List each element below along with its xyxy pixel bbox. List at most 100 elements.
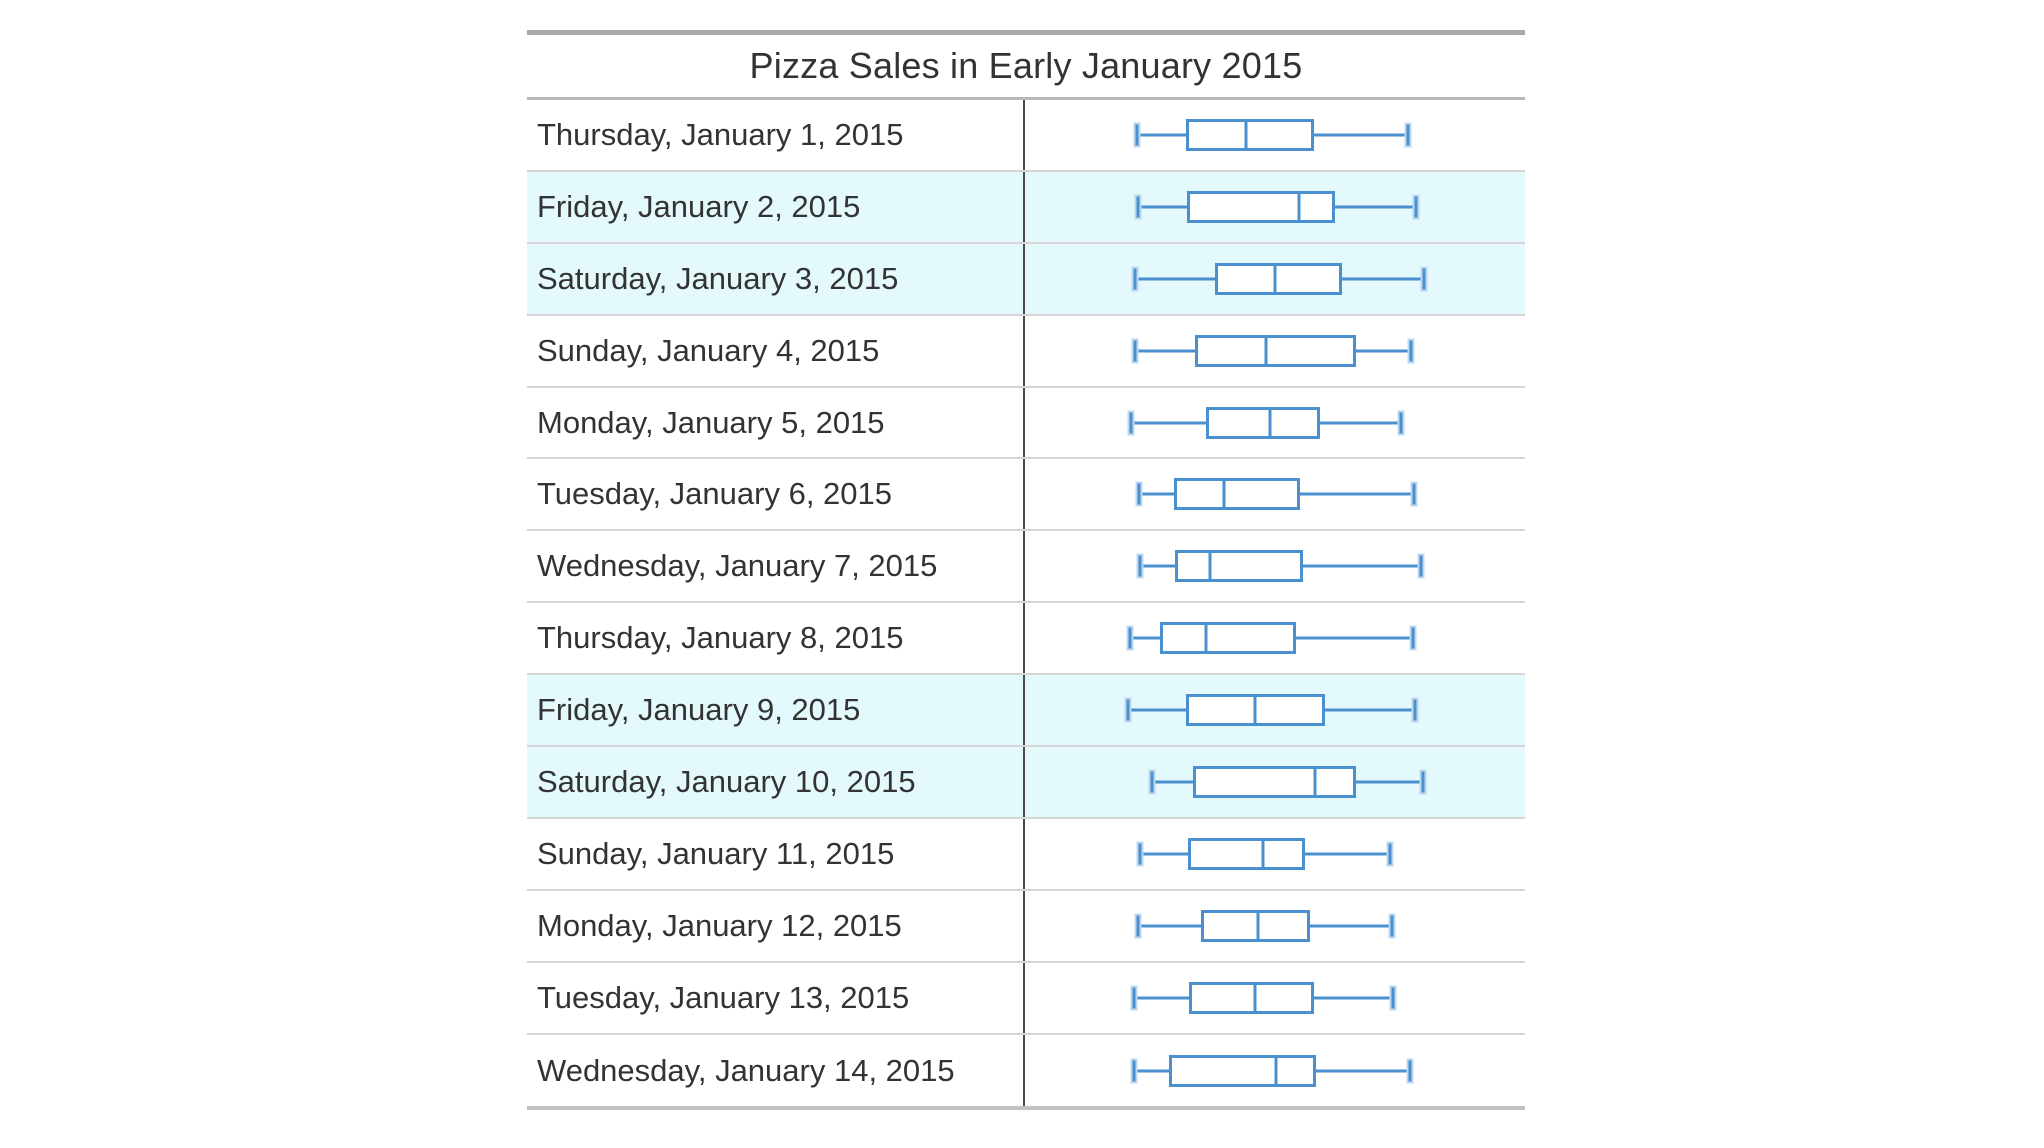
boxplot (1025, 603, 1525, 673)
iqr-box (1200, 909, 1310, 942)
whisker-max-cap (1412, 483, 1415, 505)
whisker-max-cap (1390, 915, 1393, 937)
boxplot (1025, 675, 1525, 745)
median-line (1244, 118, 1247, 151)
whisker-min-cap (1132, 987, 1136, 1009)
row-label: Monday, January 5, 2015 (527, 387, 1025, 458)
median-line (1264, 334, 1268, 367)
iqr-box (1214, 262, 1342, 295)
median-line (1268, 406, 1272, 439)
boxplot (1025, 100, 1525, 170)
whisker-max-cap (1408, 1060, 1411, 1082)
row-label: Tuesday, January 13, 2015 (527, 962, 1025, 1033)
iqr-box (1188, 981, 1314, 1014)
table-row: Thursday, January 8, 2015 (527, 603, 1525, 676)
boxplot (1025, 819, 1525, 889)
table-row: Tuesday, January 6, 2015 (527, 459, 1525, 532)
whisker-max-cap (1411, 627, 1414, 649)
median-line (1222, 478, 1226, 511)
boxplot (1025, 172, 1525, 242)
row-label: Friday, January 9, 2015 (527, 675, 1025, 746)
table-row: Sunday, January 4, 2015 (527, 315, 1525, 388)
whisker-max-cap (1421, 771, 1424, 793)
median-line (1273, 262, 1277, 295)
row-label: Saturday, January 3, 2015 (527, 243, 1025, 314)
whisker-min-cap (1137, 483, 1140, 505)
whisker-min-cap (1150, 771, 1153, 793)
whisker-max-cap (1414, 196, 1417, 218)
row-label: Thursday, January 8, 2015 (527, 603, 1025, 674)
row-label: Sunday, January 4, 2015 (527, 315, 1025, 386)
table-row: Saturday, January 10, 2015 (527, 747, 1525, 819)
boxplot (1025, 316, 1525, 386)
table-row: Wednesday, January 7, 2015 (527, 531, 1525, 604)
median-line (1256, 909, 1259, 942)
row-label: Wednesday, January 7, 2015 (527, 531, 1025, 602)
whisker-max-cap (1399, 412, 1403, 433)
whisker-max-cap (1419, 555, 1422, 577)
whisker-min-cap (1132, 1060, 1135, 1082)
whisker-max-cap (1391, 987, 1394, 1009)
whisker-min-cap (1138, 555, 1142, 577)
median-line (1204, 622, 1208, 655)
whisker-min-cap (1129, 412, 1132, 433)
iqr-box (1169, 1054, 1316, 1087)
iqr-box (1195, 334, 1356, 367)
boxplot (1025, 747, 1525, 817)
iqr-box (1187, 837, 1305, 870)
row-label: Monday, January 12, 2015 (527, 890, 1025, 961)
median-line (1253, 694, 1257, 727)
median-line (1274, 1054, 1278, 1087)
iqr-box (1186, 118, 1314, 151)
whisker-max-cap (1422, 268, 1425, 290)
row-label: Thursday, January 1, 2015 (527, 100, 1025, 170)
boxplot (1025, 531, 1525, 601)
table-row: Monday, January 12, 2015 (527, 890, 1525, 963)
whisker-max-cap (1388, 843, 1391, 865)
table-row: Monday, January 5, 2015 (527, 387, 1525, 460)
boxplot (1025, 459, 1525, 529)
iqr-box (1174, 550, 1303, 583)
whisker-min-cap (1133, 268, 1137, 290)
table-row: Wednesday, January 14, 2015 (527, 1034, 1525, 1107)
row-label: Tuesday, January 6, 2015 (527, 459, 1025, 530)
iqr-box (1160, 622, 1296, 655)
whisker-min-cap (1126, 699, 1129, 721)
iqr-box (1173, 478, 1300, 511)
row-label: Saturday, January 10, 2015 (527, 747, 1025, 817)
table-row: Thursday, January 1, 2015 (527, 100, 1525, 172)
median-line (1208, 550, 1212, 583)
median-line (1261, 837, 1264, 870)
iqr-box (1192, 765, 1356, 798)
pizza-sales-table: Pizza Sales in Early January 2015 Thursd… (527, 30, 1525, 1111)
row-label: Wednesday, January 14, 2015 (527, 1034, 1025, 1107)
whisker-max-cap (1413, 699, 1417, 721)
boxplot (1025, 388, 1525, 458)
table-row: Tuesday, January 13, 2015 (527, 962, 1525, 1035)
iqr-box (1186, 190, 1335, 223)
whisker-min-cap (1136, 196, 1139, 218)
whisker-min-cap (1136, 915, 1139, 937)
title-bar: Pizza Sales in Early January 2015 (527, 35, 1525, 100)
whisker-min-cap (1133, 340, 1136, 362)
page-title: Pizza Sales in Early January 2015 (749, 45, 1303, 86)
boxplot (1025, 891, 1525, 961)
iqr-box (1206, 406, 1320, 439)
boxplot (1025, 244, 1525, 314)
row-label: Sunday, January 11, 2015 (527, 818, 1025, 889)
whisker-max-cap (1406, 124, 1409, 146)
row-label: Friday, January 2, 2015 (527, 171, 1025, 242)
whisker-min-cap (1128, 627, 1132, 649)
whisker-max-cap (1409, 340, 1413, 362)
table-row: Friday, January 2, 2015 (527, 171, 1525, 244)
boxplot (1025, 1035, 1525, 1107)
whisker-min-cap (1135, 124, 1138, 146)
table-row: Saturday, January 3, 2015 (527, 243, 1525, 316)
median-line (1297, 190, 1301, 223)
median-line (1313, 765, 1316, 798)
table-row: Friday, January 9, 2015 (527, 675, 1525, 748)
table-row: Sunday, January 11, 2015 (527, 818, 1525, 891)
table-body: Thursday, January 1, 2015 Friday, Januar… (527, 100, 1525, 1111)
median-line (1253, 981, 1256, 1014)
